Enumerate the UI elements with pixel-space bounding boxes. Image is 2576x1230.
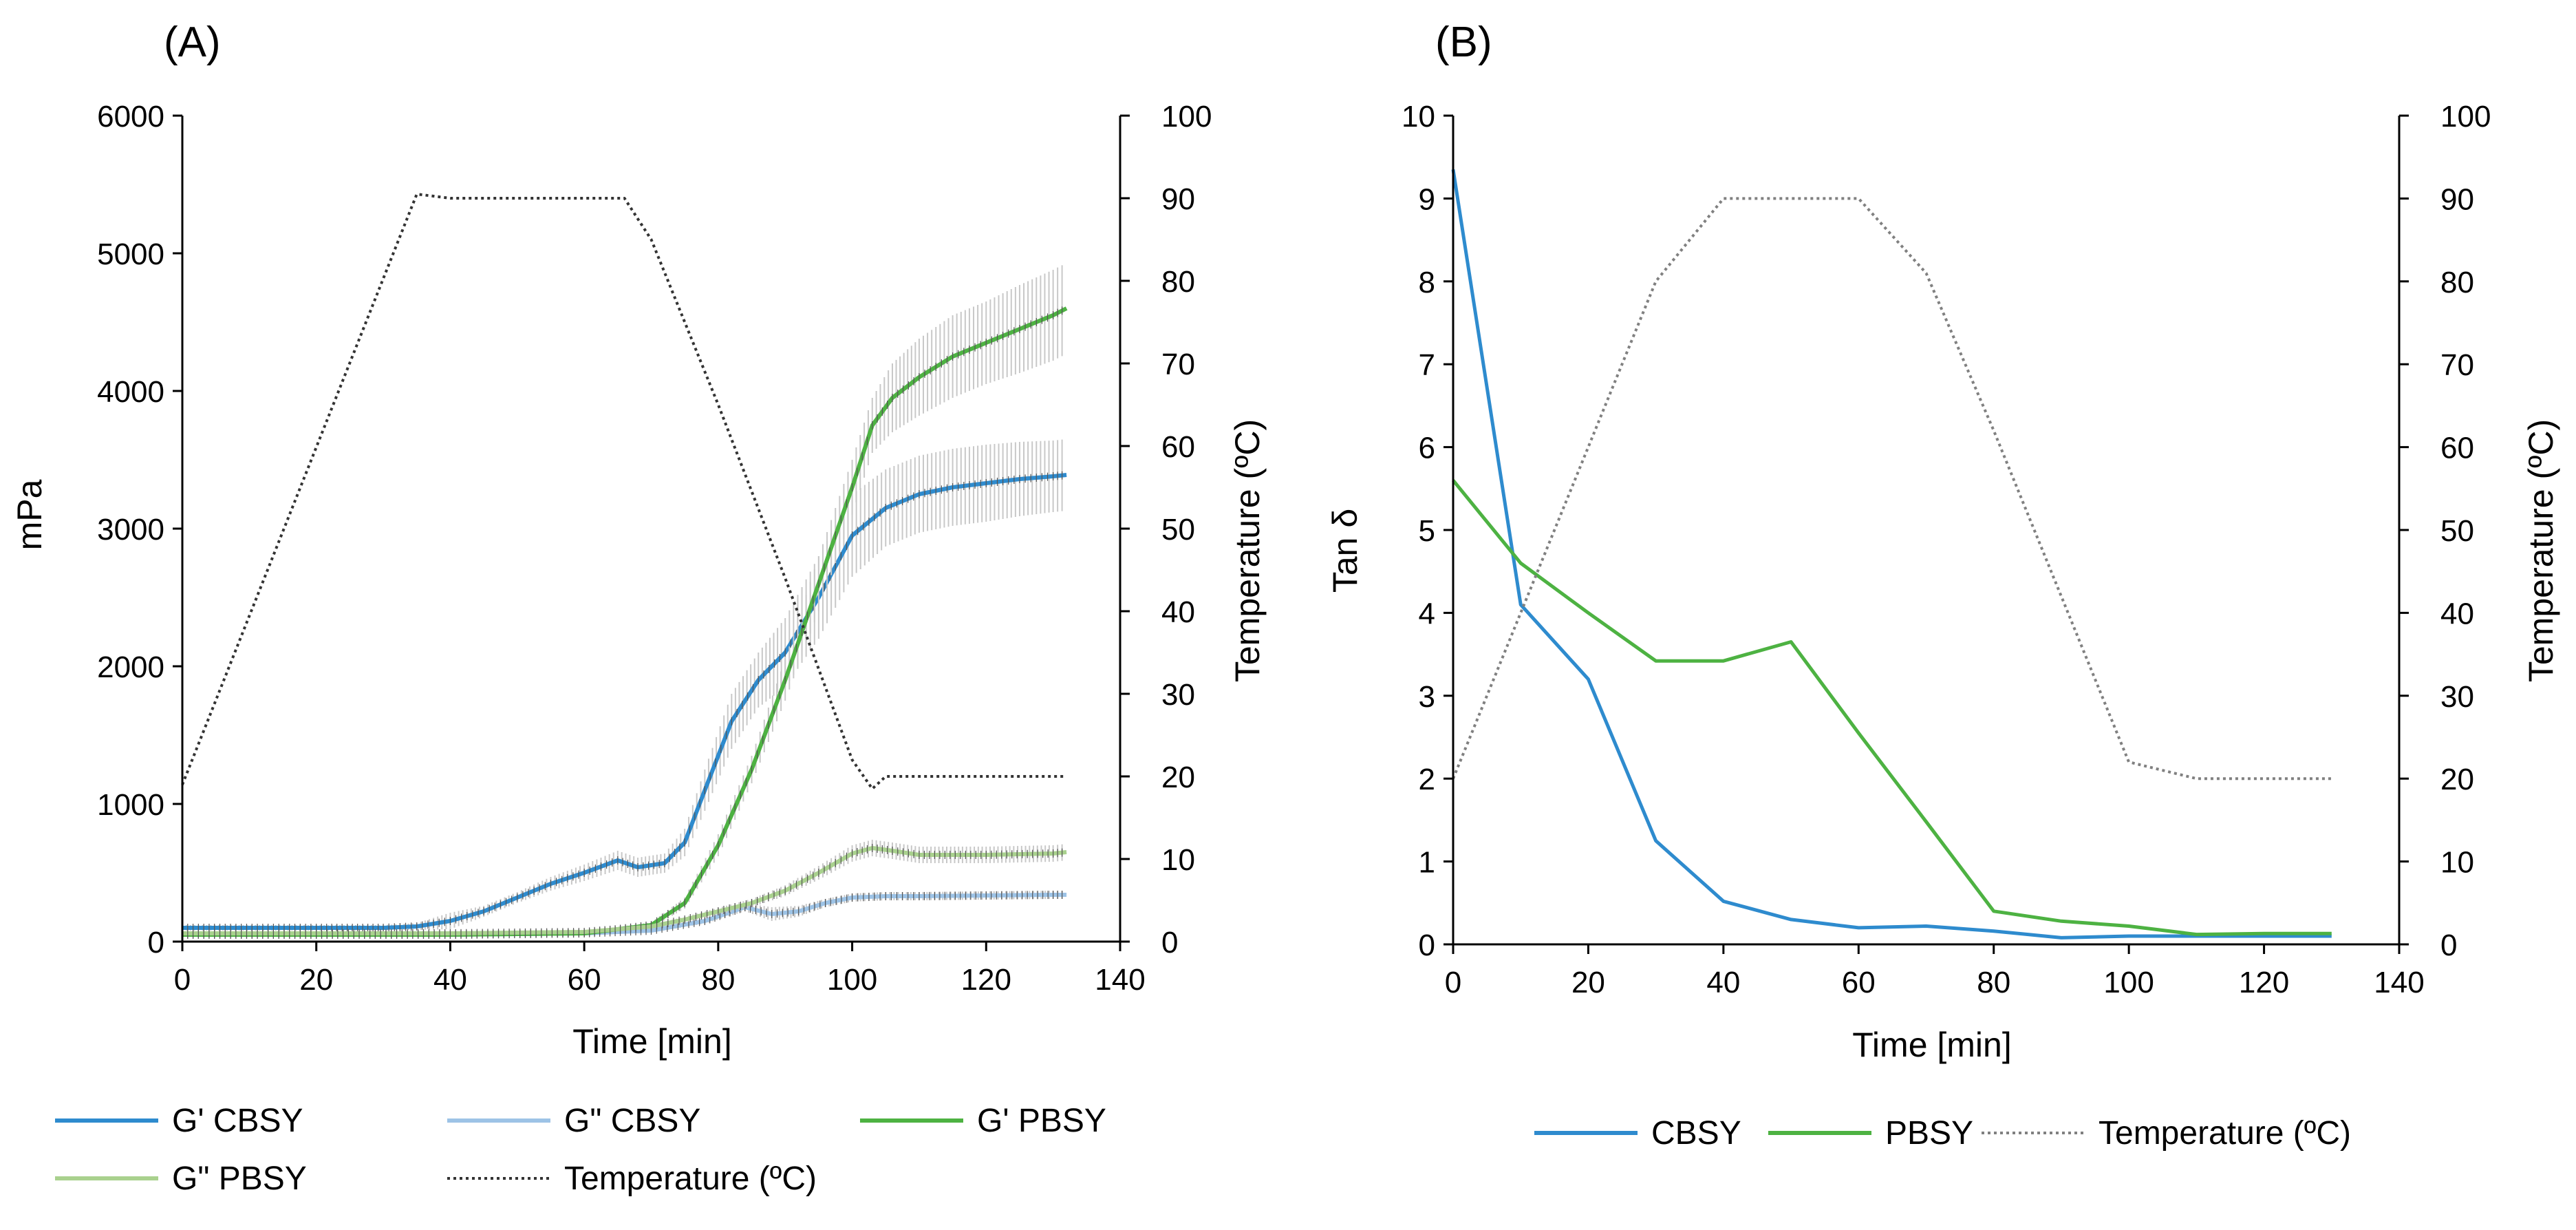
legend-label: G" CBSY [564, 1103, 700, 1139]
panel-a-x-tick-label: 120 [961, 963, 1011, 997]
panel-a-y2-tick-label: 80 [1161, 265, 1195, 299]
panel-a-y-tick-label: 5000 [97, 237, 164, 271]
legend-item-cbsy: CBSY [1534, 1115, 1741, 1152]
panel-b-x-tick-label: 60 [1842, 966, 1876, 999]
legend-label: Temperature (ºC) [564, 1160, 817, 1197]
panel-b-y-tick-label: 9 [1419, 182, 1435, 216]
panel-b-label: (B) [1435, 19, 1492, 66]
panel-b-x-tick-label: 40 [1706, 966, 1740, 999]
panel-a-y2-tick-label: 10 [1161, 843, 1195, 877]
panel-a-y2-tick-label: 20 [1161, 761, 1195, 794]
panel-b: (B) 0 20 40 60 80 100 120 140012345678910010203… [1326, 19, 2560, 1152]
panel-a-x-tick-label: 40 [433, 963, 467, 997]
legend-item-g-pbsy: G" PBSY [55, 1160, 307, 1197]
panel-b-y2-axis-title: Temperature (ºC) [2522, 419, 2560, 682]
legend-item-g-cbsy: G" CBSY [447, 1103, 700, 1139]
panel-a-y-tick-label: 3000 [97, 513, 164, 547]
panel-a-y2-tick-label: 30 [1161, 678, 1195, 712]
legend-item-temperature-c: Temperature (ºC) [447, 1160, 817, 1197]
panel-b-y-tick-label: 10 [1402, 100, 1435, 134]
panel-a-markers-g-pbsy [182, 844, 1063, 937]
panel-b-y2-tick-label: 100 [2440, 100, 2491, 134]
panel-a-y2-tick-label: 50 [1161, 513, 1195, 547]
panel-b-x-tick-label: 0 [1445, 966, 1461, 999]
panel-b-y-tick-label: 1 [1419, 846, 1435, 880]
panel-b-x-tick-label: 120 [2239, 966, 2289, 999]
panel-a-y-tick-label: 4000 [97, 375, 164, 409]
panel-a-series-temperature-c [181, 193, 1067, 790]
legend-label: CBSY [1651, 1115, 1741, 1152]
panel-a-legend: G' CBSY G" CBSY G' PBSY G" PBSY Temperature … [55, 1103, 1106, 1197]
panel-a-y2-tick-label: 60 [1161, 430, 1195, 464]
legend-item-g-pbsy: G' PBSY [860, 1103, 1106, 1139]
panel-a-x-tick-label: 100 [827, 963, 877, 997]
panel-b-y2-tick-label: 20 [2440, 763, 2474, 796]
panel-b-x-tick-label: 140 [2374, 966, 2424, 999]
panel-b-x-tick-label: 20 [1571, 966, 1605, 999]
panel-a-y2-tick-label: 90 [1161, 182, 1195, 216]
legend-label: G' CBSY [172, 1103, 303, 1139]
panel-b-x-axis-title: Time [min] [1852, 1026, 2012, 1064]
panel-b-y2-tick-label: 0 [2440, 929, 2457, 962]
panel-a-x-tick-label: 0 [174, 963, 191, 997]
panel-a-x-tick-label: 140 [1095, 963, 1145, 997]
panel-b-x-tick-label: 80 [1977, 966, 2010, 999]
legend-item-g-cbsy: G' CBSY [55, 1103, 303, 1139]
legend-label: G" PBSY [172, 1160, 307, 1197]
panel-b-y-tick-label: 0 [1419, 929, 1435, 962]
panel-a-y-tick-label: 6000 [97, 100, 164, 134]
panel-b-y-tick-label: 7 [1419, 348, 1435, 382]
panel-a-y2-tick-label: 70 [1161, 348, 1195, 381]
panel-b-x-tick-label: 100 [2103, 966, 2154, 999]
panel-a-y2-axis-title: Temperature (ºC) [1228, 419, 1267, 682]
legend-label: Temperature (ºC) [2099, 1115, 2351, 1152]
panel-b-y2-tick-label: 30 [2440, 680, 2474, 714]
panel-b-series-cbsy [1451, 169, 2332, 940]
panel-a-y2-tick-label: 100 [1161, 100, 1212, 134]
legend-item-temperature-c: Temperature (ºC) [1982, 1115, 2351, 1152]
panel-b-y-tick-label: 2 [1419, 763, 1435, 796]
panel-a-y2-tick-label: 0 [1161, 926, 1178, 959]
panel-b-y2-tick-label: 10 [2440, 846, 2474, 880]
panel-a-x-tick-label: 80 [701, 963, 735, 997]
panel-b-y-tick-label: 6 [1419, 432, 1435, 465]
panel-b-y-tick-label: 5 [1419, 514, 1435, 548]
panel-a-y-tick-label: 0 [148, 926, 164, 959]
panel-a-y-tick-label: 1000 [97, 788, 164, 822]
panel-a-y-tick-label: 2000 [97, 650, 164, 684]
legend-item-pbsy: PBSY [1768, 1115, 1973, 1152]
panel-b-legend: CBSY PBSY Temperature (ºC) [1534, 1115, 2351, 1152]
panel-a-x-tick-label: 60 [568, 963, 601, 997]
panel-a-x-axis-title: Time [min] [572, 1022, 732, 1061]
panel-b-y-tick-label: 4 [1419, 597, 1435, 630]
panel-b-y-tick-label: 3 [1419, 680, 1435, 714]
panel-a-x-tick-label: 20 [299, 963, 333, 997]
panel-b-y2-tick-label: 90 [2440, 182, 2474, 216]
panel-b-y2-tick-label: 60 [2440, 432, 2474, 465]
panel-b-y-tick-label: 8 [1419, 266, 1435, 299]
panel-a-y2-tick-label: 40 [1161, 595, 1195, 629]
panel-b-y2-tick-label: 70 [2440, 348, 2474, 382]
legend-label: PBSY [1885, 1115, 1973, 1152]
panel-b-series-pbsy [1452, 479, 2332, 937]
panel-b-y-axis-title: Tan δ [1326, 509, 1364, 593]
panel-b-y2-tick-label: 40 [2440, 597, 2474, 630]
panel-a: (A) 0 20 40 60 80 100 120 140010002000300040005… [10, 19, 1267, 1197]
panel-b-y2-tick-label: 80 [2440, 266, 2474, 299]
panel-a-y-axis-title: mPa [10, 479, 49, 550]
legend-label: G' PBSY [977, 1103, 1106, 1139]
panel-a-label: (A) [164, 19, 221, 66]
panel-b-y2-tick-label: 50 [2440, 514, 2474, 548]
